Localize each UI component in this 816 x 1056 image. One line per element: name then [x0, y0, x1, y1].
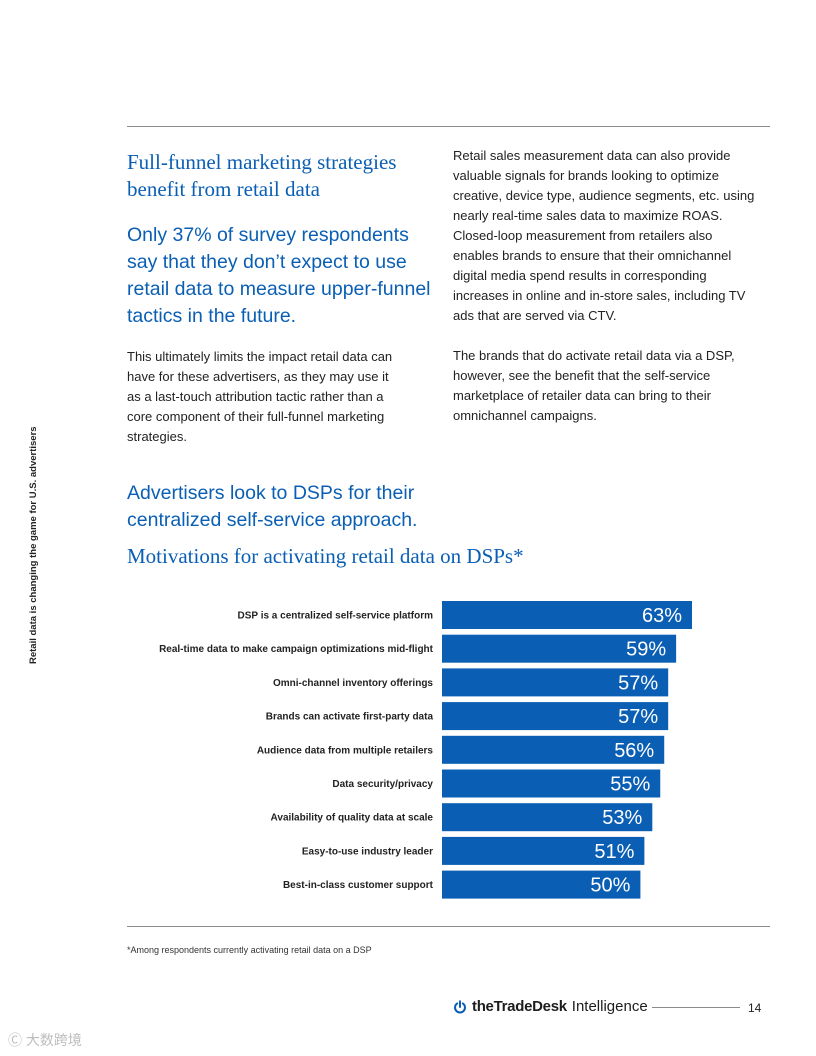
- category-label: Brands can activate first-party data: [266, 712, 434, 723]
- category-label: Data security/privacy: [332, 779, 433, 790]
- bar: [442, 601, 692, 629]
- bar: [442, 803, 653, 832]
- bar-value-label: 57%: [618, 706, 658, 728]
- bottom-rule: [127, 926, 770, 927]
- footer-brand: theTradeDesk Intelligence: [453, 998, 648, 1015]
- right-body-paragraph-1: Retail sales measurement data can also p…: [453, 148, 755, 323]
- power-logo-icon: [454, 999, 466, 1014]
- bar: [442, 668, 669, 697]
- bar-value-label: 57%: [618, 672, 658, 694]
- side-section-label: Retail data is changing the game for U.S…: [28, 426, 39, 664]
- brand-name: theTradeDesk: [472, 998, 567, 1015]
- bar-value-label: 51%: [594, 841, 634, 863]
- motivations-bar-chart: DSP is a centralized self-service platfo…: [159, 601, 692, 899]
- lead-statement: Only 37% of survey respondents say that …: [127, 224, 431, 327]
- bar: [442, 769, 661, 798]
- category-label: Omni-channel inventory offerings: [273, 678, 433, 689]
- category-label: Best-in-class customer support: [283, 880, 434, 891]
- top-rule: [127, 126, 770, 127]
- section-2-lead: Advertisers look to DSPs for their centr…: [127, 482, 418, 531]
- right-body-paragraph-2: The brands that do activate retail data …: [453, 348, 735, 423]
- watermark: Ⓒ 大数跨境: [8, 1032, 82, 1048]
- bar: [442, 735, 665, 764]
- bar: [442, 870, 641, 899]
- left-body-paragraph: This ultimately limits the impact retail…: [127, 349, 393, 444]
- bar-value-label: 55%: [610, 774, 650, 796]
- bar-value-label: 56%: [614, 740, 654, 762]
- bar: [442, 702, 669, 731]
- bar-value-label: 59%: [626, 639, 666, 661]
- category-label: Availability of quality data at scale: [271, 813, 434, 824]
- bar-value-label: 53%: [602, 807, 642, 829]
- bar: [442, 836, 645, 865]
- section-heading: Full-funnel marketing strategies benefit…: [127, 150, 397, 201]
- footnote: *Among respondents currently activating …: [127, 945, 372, 955]
- bar-value-label: 50%: [590, 875, 630, 897]
- bar-value-label: 63%: [642, 605, 682, 627]
- page-number: 14: [748, 1001, 762, 1015]
- category-label: Easy-to-use industry leader: [302, 846, 433, 857]
- footer-rule: [652, 1007, 740, 1008]
- category-label: Real-time data to make campaign optimiza…: [159, 644, 434, 655]
- category-label: Audience data from multiple retailers: [257, 745, 434, 756]
- category-label: DSP is a centralized self-service platfo…: [238, 611, 434, 622]
- chart-title: Motivations for activating retail data o…: [127, 544, 524, 568]
- bar: [442, 634, 677, 663]
- brand-suffix: Intelligence: [571, 998, 648, 1015]
